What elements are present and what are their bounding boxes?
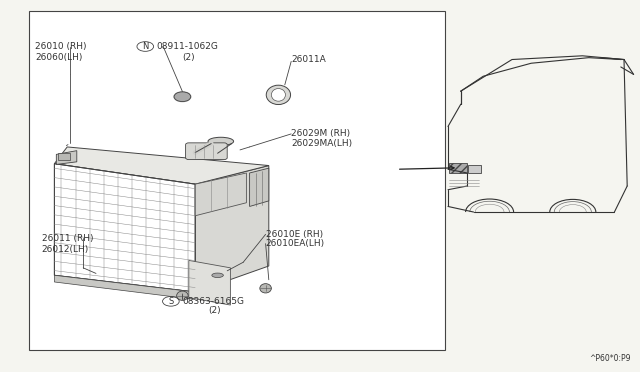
Bar: [58, 153, 70, 160]
Text: (2): (2): [208, 306, 221, 315]
Polygon shape: [56, 151, 77, 164]
Polygon shape: [250, 168, 269, 206]
Bar: [468, 165, 481, 173]
Text: 26010EA(LH): 26010EA(LH): [266, 239, 324, 248]
Text: 26060(LH): 26060(LH): [35, 53, 83, 62]
Circle shape: [174, 92, 191, 102]
Polygon shape: [195, 173, 246, 216]
Text: 26011A: 26011A: [291, 55, 326, 64]
Polygon shape: [189, 260, 230, 305]
Ellipse shape: [271, 89, 285, 101]
Polygon shape: [54, 164, 195, 292]
Bar: [449, 163, 467, 173]
Text: 26011 (RH): 26011 (RH): [42, 234, 93, 243]
Text: 08911-1062G: 08911-1062G: [157, 42, 219, 51]
Ellipse shape: [260, 283, 271, 293]
Text: 26010 (RH): 26010 (RH): [35, 42, 86, 51]
Polygon shape: [54, 275, 195, 299]
Ellipse shape: [177, 291, 188, 301]
Text: 26029MA(LH): 26029MA(LH): [291, 139, 353, 148]
Text: ^P60*0:P9: ^P60*0:P9: [589, 354, 630, 363]
Polygon shape: [195, 166, 269, 292]
FancyBboxPatch shape: [186, 143, 227, 160]
Ellipse shape: [266, 85, 291, 105]
Ellipse shape: [208, 137, 234, 145]
Text: 26029M (RH): 26029M (RH): [291, 129, 350, 138]
Text: 08363-6165G: 08363-6165G: [182, 297, 244, 306]
Ellipse shape: [212, 273, 223, 278]
Text: (2): (2): [182, 53, 195, 62]
Text: 26010E (RH): 26010E (RH): [266, 230, 323, 239]
Text: S: S: [168, 297, 173, 306]
Text: 26012(LH): 26012(LH): [42, 245, 89, 254]
Polygon shape: [54, 147, 269, 184]
Bar: [29, 11, 445, 350]
Text: N: N: [142, 42, 148, 51]
